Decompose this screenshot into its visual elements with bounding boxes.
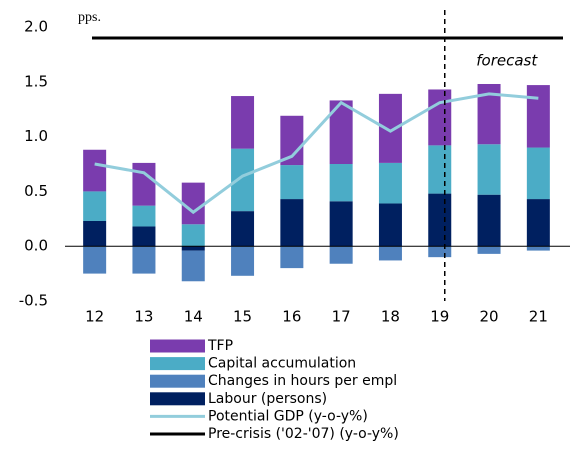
x-tick-label: 15 [233, 308, 252, 326]
legend-swatch [150, 374, 205, 388]
unit-label: pps. [78, 10, 101, 25]
bar-segment [428, 89, 452, 146]
x-tick-label: 16 [282, 308, 301, 326]
bar-segment [428, 193, 452, 247]
bar-segment [181, 224, 205, 247]
bar-segment [280, 246, 304, 269]
legend-label: Pre-crisis ('02-'07) (y-o-y%) [208, 426, 399, 442]
bar-segment [181, 250, 205, 282]
bar-segment [83, 149, 107, 192]
bar-segment [526, 199, 550, 247]
bar-segment [329, 246, 353, 264]
bar-segment [378, 93, 402, 163]
bar-segment [477, 83, 501, 145]
legend-label: Potential GDP (y-o-y%) [208, 408, 368, 424]
x-tick-label: 19 [430, 308, 449, 326]
bar-segment [132, 162, 156, 206]
bar-segment [378, 203, 402, 247]
bar-segment [428, 145, 452, 194]
bar-segment [477, 194, 501, 247]
bar-segment [231, 246, 255, 276]
bar-segment [477, 246, 501, 254]
bar-segment [231, 148, 255, 212]
x-tick-label: 18 [381, 308, 400, 326]
bar-segment [132, 205, 156, 227]
y-tick-label: 0.5 [24, 182, 48, 200]
legend-swatch [150, 357, 205, 371]
bar-segment [280, 165, 304, 200]
legend-swatch [150, 392, 205, 406]
bar-segment [526, 147, 550, 200]
bar-segment [231, 211, 255, 247]
x-tick-label: 13 [134, 308, 153, 326]
x-tick-label: 12 [85, 308, 104, 326]
y-tick-label: 1.0 [24, 127, 48, 145]
bar-segment [329, 100, 353, 164]
line-series [94, 92, 539, 215]
legend-label: TFP [207, 338, 233, 354]
y-tick-label: 0.0 [24, 237, 48, 255]
bar-segment [132, 246, 156, 274]
y-tick-label: 1.5 [24, 72, 48, 90]
legend-label: Capital accumulation [208, 356, 356, 372]
bar-segment [477, 144, 501, 195]
bar-segment [378, 246, 402, 261]
bar-segment [329, 164, 353, 202]
bar-segment [181, 182, 205, 225]
x-tick-label: 21 [529, 308, 548, 326]
forecast-label: forecast [476, 52, 538, 70]
x-tick-label: 14 [184, 308, 203, 326]
bar-segment [378, 162, 402, 204]
y-tick-label: 2.0 [24, 18, 48, 36]
legend-label: Changes in hours per empl [208, 373, 397, 389]
bar-segment [231, 96, 255, 149]
bar-segment [526, 246, 550, 251]
x-tick-label: 20 [480, 308, 499, 326]
bar-segment [83, 191, 107, 221]
bar-segment [428, 246, 452, 258]
bar-segment [83, 246, 107, 274]
bar-segment [280, 199, 304, 247]
bar-segment [83, 220, 107, 247]
bar-segment [181, 246, 205, 251]
bar-segment [280, 115, 304, 166]
legend-label: Labour (persons) [208, 391, 327, 407]
legend-swatch [150, 339, 205, 353]
bar-segment [526, 85, 550, 148]
y-tick-label: -0.5 [19, 292, 48, 310]
x-tick-label: 17 [332, 308, 351, 326]
bar-segment [132, 226, 156, 247]
bar-segment [329, 201, 353, 247]
